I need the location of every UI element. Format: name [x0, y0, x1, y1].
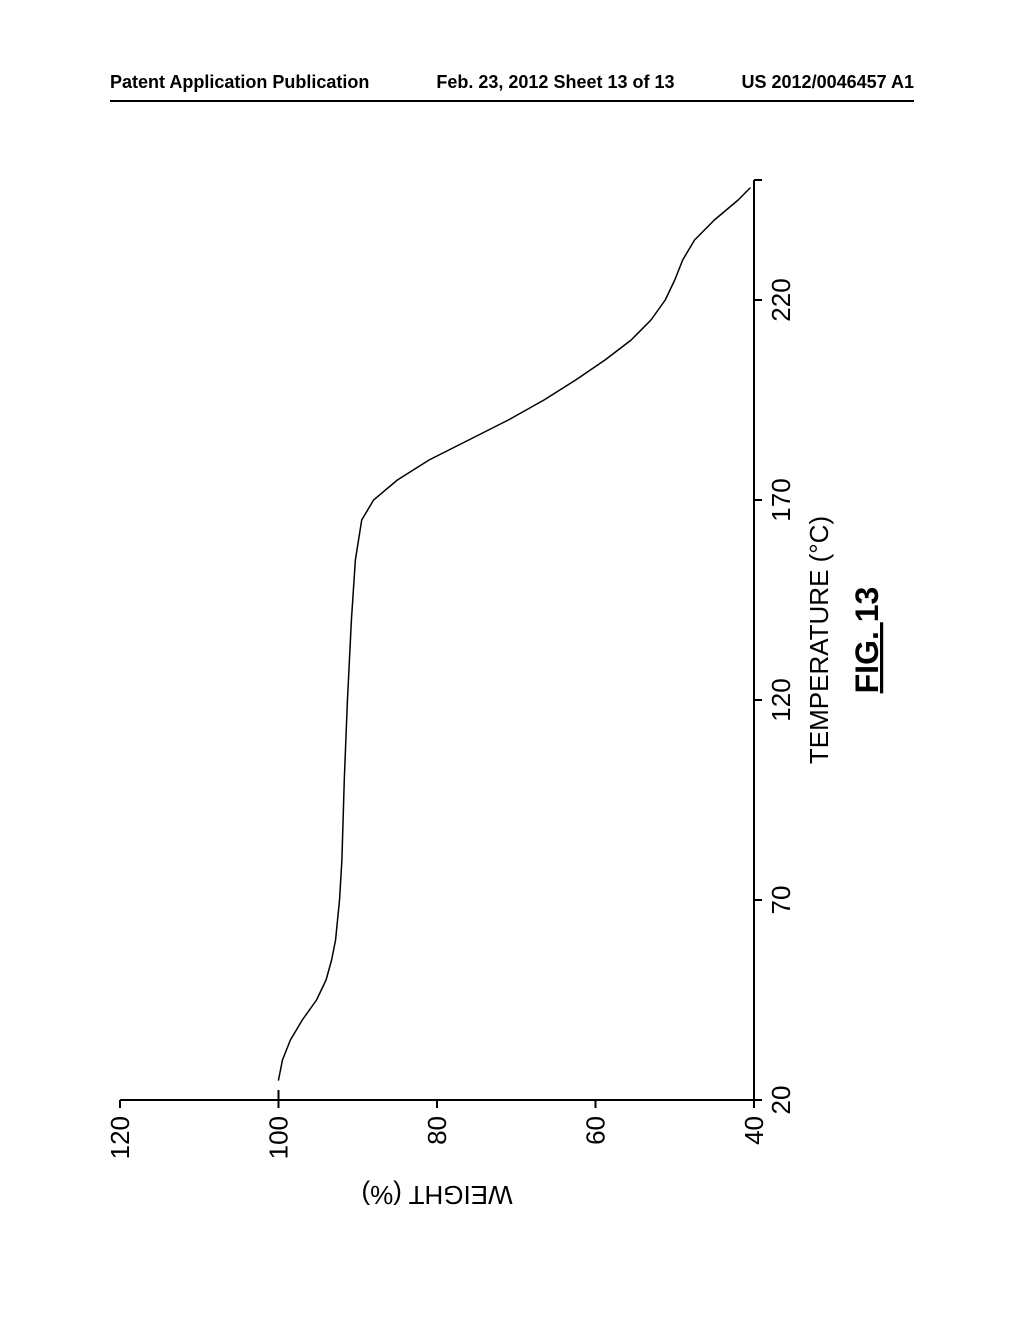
header-center: Feb. 23, 2012 Sheet 13 of 13 [436, 72, 674, 93]
svg-text:TEMPERATURE (°C): TEMPERATURE (°C) [804, 516, 834, 764]
tga-curve [279, 188, 751, 1080]
svg-text:220: 220 [766, 278, 796, 321]
svg-text:70: 70 [766, 886, 796, 915]
page: Patent Application Publication Feb. 23, … [0, 0, 1024, 1320]
svg-text:WEIGHT (%): WEIGHT (%) [361, 1180, 512, 1210]
svg-text:60: 60 [581, 1116, 611, 1145]
svg-text:FIG. 13: FIG. 13 [849, 587, 885, 694]
svg-text:120: 120 [766, 678, 796, 721]
header-right: US 2012/0046457 A1 [742, 72, 914, 93]
header-left: Patent Application Publication [110, 72, 369, 93]
page-header: Patent Application Publication Feb. 23, … [0, 72, 1024, 93]
header-rule [110, 100, 914, 102]
svg-text:80: 80 [422, 1116, 452, 1145]
svg-text:170: 170 [766, 478, 796, 521]
svg-text:20: 20 [766, 1086, 796, 1115]
svg-text:120: 120 [105, 1116, 135, 1159]
svg-text:40: 40 [739, 1116, 769, 1145]
chart-svg: 20 70 120 170 220 40 60 80 100 120 TEMPERATURE (°C… [100, 150, 924, 1230]
tga-chart: 20 70 120 170 220 40 60 80 100 120 TEMPERATURE (°C… [100, 150, 924, 1230]
svg-text:100: 100 [264, 1116, 294, 1159]
